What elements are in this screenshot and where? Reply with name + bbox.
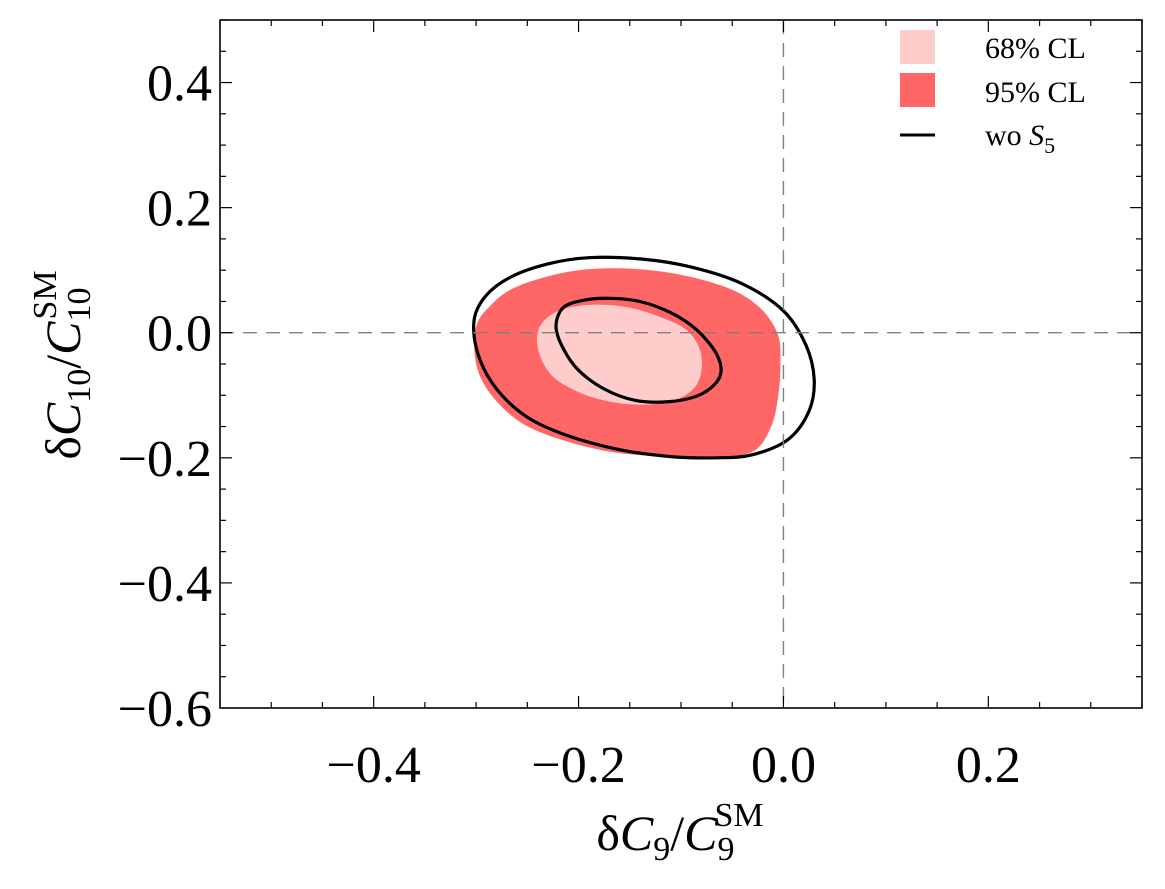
x-label-sup2: SM	[715, 797, 764, 834]
y-tick-label: 0.0	[147, 306, 212, 363]
y-label-sub2: 10	[61, 287, 98, 321]
y-label-sub: 10	[61, 369, 98, 403]
x-axis-label: δC9/C9SM	[596, 797, 763, 868]
x-tick-label: 0.0	[751, 737, 816, 794]
tick-labels: −0.4 −0.2 0.0 0.2 0.4 0.2 0.0 −0.2 −0.4 −0.6	[118, 56, 1021, 794]
legend-label-wo-s5: wo S5	[985, 119, 1055, 158]
x-tick-label: −0.2	[531, 737, 625, 794]
y-label-slash: /	[35, 355, 91, 369]
y-tick-label: 0.2	[147, 181, 212, 238]
legend: 68% CL 95% CL wo S5	[900, 30, 1086, 158]
x-label-sub2: 9	[718, 831, 735, 868]
contour-lines	[472, 255, 816, 460]
legend-wo-prefix: wo	[985, 119, 1029, 152]
axis-ticks	[219, 19, 1143, 708]
x-label-symbol2: C	[684, 805, 718, 861]
y-axis-label: δC10/C10SM	[27, 270, 98, 459]
x-label-slash: /	[670, 805, 684, 861]
y-label-delta: δ	[35, 436, 91, 460]
x-tick-label: 0.2	[956, 737, 1021, 794]
region-68-cl	[536, 304, 702, 405]
x-tick-label: −0.4	[327, 737, 421, 794]
y-tick-label: −0.2	[118, 431, 212, 488]
y-label-sup2: SM	[27, 270, 64, 319]
legend-label-95: 95% CL	[985, 76, 1086, 109]
contour-wo-s5-inner	[554, 296, 723, 404]
x-label-symbol: C	[620, 805, 654, 861]
legend-swatch-95	[900, 73, 935, 107]
reference-lines	[220, 20, 1142, 708]
y-label-symbol: C	[35, 402, 91, 436]
legend-wo-symbol: S	[1029, 119, 1044, 152]
contour-wo-s5-outer	[472, 255, 816, 460]
y-label-symbol2: C	[35, 321, 91, 355]
confidence-regions	[474, 268, 781, 459]
y-tick-label: −0.4	[118, 556, 212, 613]
x-label-sub: 9	[653, 831, 670, 868]
y-tick-label: 0.4	[147, 56, 212, 113]
legend-swatch-68	[900, 30, 935, 64]
legend-label-68: 68% CL	[985, 32, 1086, 65]
x-label-delta: δ	[596, 805, 620, 861]
legend-wo-sub: 5	[1044, 133, 1055, 158]
y-tick-label: −0.6	[118, 681, 212, 738]
